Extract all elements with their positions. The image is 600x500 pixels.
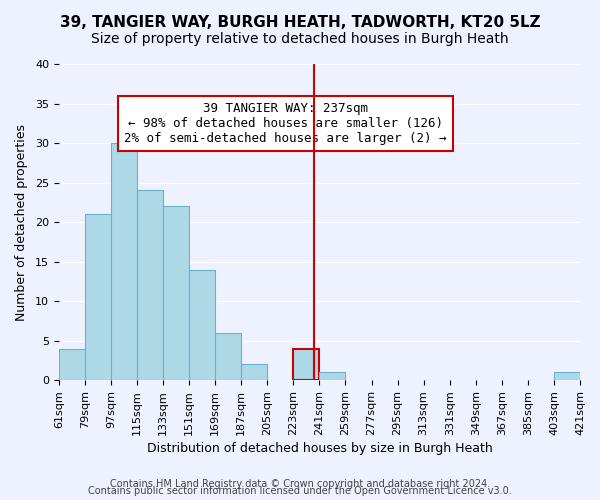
Bar	[163, 206, 189, 380]
Text: 39 TANGIER WAY: 237sqm
← 98% of detached houses are smaller (126)
2% of semi-det: 39 TANGIER WAY: 237sqm ← 98% of detached…	[124, 102, 447, 145]
Bar	[319, 372, 346, 380]
Bar	[137, 190, 163, 380]
Bar	[111, 143, 137, 380]
Bar	[554, 372, 580, 380]
Bar	[215, 333, 241, 380]
X-axis label: Distribution of detached houses by size in Burgh Heath: Distribution of detached houses by size …	[146, 442, 492, 455]
Text: Contains HM Land Registry data © Crown copyright and database right 2024.: Contains HM Land Registry data © Crown c…	[110, 479, 490, 489]
Bar	[85, 214, 111, 380]
Text: Contains public sector information licensed under the Open Government Licence v3: Contains public sector information licen…	[88, 486, 512, 496]
Bar	[59, 348, 85, 380]
Bar	[241, 364, 267, 380]
Bar	[293, 348, 319, 380]
Bar	[189, 270, 215, 380]
Text: Size of property relative to detached houses in Burgh Heath: Size of property relative to detached ho…	[91, 32, 509, 46]
Text: 39, TANGIER WAY, BURGH HEATH, TADWORTH, KT20 5LZ: 39, TANGIER WAY, BURGH HEATH, TADWORTH, …	[59, 15, 541, 30]
Y-axis label: Number of detached properties: Number of detached properties	[15, 124, 28, 320]
